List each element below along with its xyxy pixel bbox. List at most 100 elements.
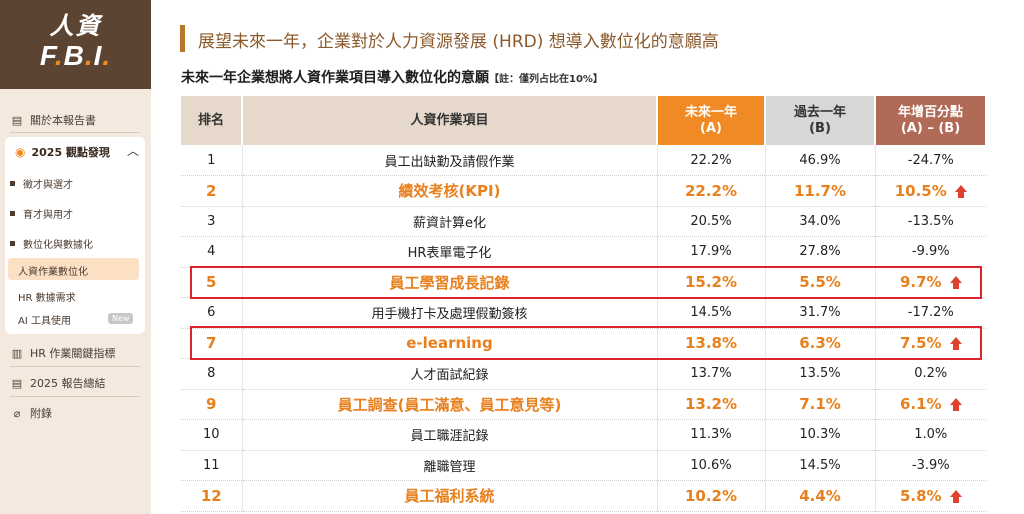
table-row: 10 員工職涯記錄 11.3% 10.3% 1.0% <box>181 419 986 451</box>
document-icon: ▤ <box>11 376 23 390</box>
page-title: 展望未來一年，企業對於人力資源發展 (HRD) 想導入數位化的意願高 <box>198 32 719 52</box>
cell-a: 22.2% <box>657 175 766 207</box>
cell-b: 5.5% <box>765 267 876 298</box>
header-rank: 排名 <box>181 96 243 145</box>
header-next-year: 未來一年 (A) <box>657 96 766 145</box>
bullet-icon <box>10 211 15 216</box>
cell-c: 0.2% <box>875 358 986 390</box>
table-row: 11 離職管理 10.6% 14.5% -3.9% <box>181 450 986 481</box>
cell-a: 10.6% <box>657 450 766 481</box>
table-note: 【註：僅列占比在10%】 <box>489 74 603 85</box>
table-row: 5 員工學習成長記錄 15.2% 5.5% 9.7% <box>181 267 986 298</box>
table-row: 1 員工出缺勤及請假作業 22.2% 46.9% -24.7% <box>181 145 986 176</box>
cell-rank: 8 <box>181 358 243 390</box>
cell-c: -13.5% <box>875 206 986 237</box>
cell-item: HR表單電子化 <box>242 236 658 268</box>
table-row: 2 績效考核(KPI) 22.2% 11.7% 10.5% <box>181 175 986 207</box>
cell-c: -9.9% <box>875 236 986 268</box>
table-header-row: 排名 人資作業項目 未來一年 (A) 過去一年 (B) 年增百分點 (A) – (B) <box>181 96 987 145</box>
nav-about[interactable]: ▤ 關於本報告書 <box>11 113 96 128</box>
paperclip-icon: ⌀ <box>13 406 21 420</box>
cell-rank: 6 <box>181 297 243 329</box>
highlight-box-row-7 <box>190 326 982 360</box>
arrow-up-icon <box>949 337 962 351</box>
cell-rank: 3 <box>181 206 243 237</box>
cell-rank: 11 <box>181 450 243 481</box>
logo-fbi: F.B.I. <box>39 40 112 71</box>
logo[interactable]: 人資 F.B.I. <box>0 0 151 89</box>
cell-a: 10.2% <box>657 480 766 512</box>
nav-group-header[interactable]: ◉ 2025 觀點發現 <box>15 145 110 159</box>
cell-b: 11.7% <box>765 175 876 207</box>
chevron-up-icon[interactable]: ︿ <box>126 144 139 158</box>
table-row: 9 員工調查(員工滿意、員工意見等) 13.2% 7.1% 6.1% <box>181 389 986 420</box>
highlight-box-row-5 <box>190 266 982 299</box>
cell-item: 員工調查(員工滿意、員工意見等) <box>242 389 658 420</box>
cell-rank: 9 <box>181 389 243 420</box>
divider <box>10 396 140 397</box>
logo-title: 人資 <box>49 12 102 40</box>
right-margin <box>1006 0 1024 514</box>
bullet-icon <box>10 181 15 186</box>
table-row: 12 員工福利系統 10.2% 4.4% 5.8% <box>181 480 986 512</box>
cell-a: 13.8% <box>657 328 766 359</box>
cell-b: 34.0% <box>765 206 876 237</box>
arrow-up-icon <box>949 489 962 503</box>
cell-a: 22.2% <box>657 145 766 176</box>
nav-sub-develop[interactable]: 育才與用才 <box>10 206 73 221</box>
table-row: 7 e-learning 13.8% 6.3% 7.5% <box>181 328 986 359</box>
cell-b: 7.1% <box>765 389 876 420</box>
nav-sub-hr-data[interactable]: HR 數據需求 <box>18 293 76 304</box>
title-accent-bar <box>180 25 185 52</box>
cell-c: -3.9% <box>875 450 986 481</box>
divider <box>10 132 140 133</box>
cell-a: 13.2% <box>657 389 766 420</box>
cell-a: 11.3% <box>657 419 766 451</box>
table-row: 8 人才面試紀錄 13.7% 13.5% 0.2% <box>181 358 986 390</box>
table-row: 4 HR表單電子化 17.9% 27.8% -9.9% <box>181 236 986 268</box>
cell-rank: 4 <box>181 236 243 268</box>
cell-a: 14.5% <box>657 297 766 329</box>
cell-item: 人才面試紀錄 <box>242 358 658 390</box>
cell-c: 1.0% <box>875 419 986 451</box>
cell-item: 績效考核(KPI) <box>242 175 658 207</box>
nav-summary[interactable]: ▤ 2025 報告總結 <box>11 376 106 391</box>
new-badge: New <box>108 313 134 324</box>
cell-c: 7.5% <box>875 328 986 359</box>
header-change: 年增百分點 (A) – (B) <box>875 96 987 145</box>
cell-b: 31.7% <box>765 297 876 329</box>
cell-rank: 12 <box>181 480 243 512</box>
cell-a: 17.9% <box>657 236 766 268</box>
nav-sub-hr-digital[interactable]: 人資作業數位化 <box>18 267 88 278</box>
cell-c: 10.5% <box>875 175 986 207</box>
hr-digitalization-table: 排名 人資作業項目 未來一年 (A) 過去一年 (B) 年增百分點 (A) – (B)… <box>181 96 987 512</box>
cell-b: 6.3% <box>765 328 876 359</box>
cell-c: 9.7% <box>875 267 986 298</box>
cell-c: 6.1% <box>875 389 986 420</box>
cell-item: 員工職涯記錄 <box>242 419 658 451</box>
nav-sub-ai-tools[interactable]: AI 工具使用 <box>18 316 71 327</box>
cell-item: 離職管理 <box>242 450 658 481</box>
table-subtitle: 未來一年企業想將人資作業項目導入數位化的意願【註：僅列占比在10%】 <box>181 70 603 86</box>
sidebar: 人資 F.B.I. ▤ 關於本報告書 ◉ 2025 觀點發現 ︿ 徵才與選才 育… <box>0 0 151 514</box>
chart-icon: ▥ <box>11 346 23 360</box>
bullet-icon <box>10 241 15 246</box>
cell-rank: 10 <box>181 419 243 451</box>
table-row: 6 用手機打卡及處理假勤簽核 14.5% 31.7% -17.2% <box>181 297 986 329</box>
cell-rank: 1 <box>181 145 243 176</box>
cell-item: e-learning <box>242 328 658 359</box>
arrow-up-icon <box>949 276 962 290</box>
cell-rank: 2 <box>181 175 243 207</box>
cell-a: 20.5% <box>657 206 766 237</box>
nav-sub-digital[interactable]: 數位化與數據化 <box>10 236 93 251</box>
nav-sub-recruit[interactable]: 徵才與選才 <box>10 176 73 191</box>
cell-b: 27.8% <box>765 236 876 268</box>
nav-kpi[interactable]: ▥ HR 作業關鍵指標 <box>11 346 116 361</box>
eye-icon: ◉ <box>15 145 26 159</box>
cell-c: 5.8% <box>875 480 986 512</box>
cell-b: 13.5% <box>765 358 876 390</box>
header-past-year: 過去一年 (B) <box>765 96 876 145</box>
nav-appendix[interactable]: ⌀ 附錄 <box>10 405 52 421</box>
active-highlight <box>8 258 139 280</box>
